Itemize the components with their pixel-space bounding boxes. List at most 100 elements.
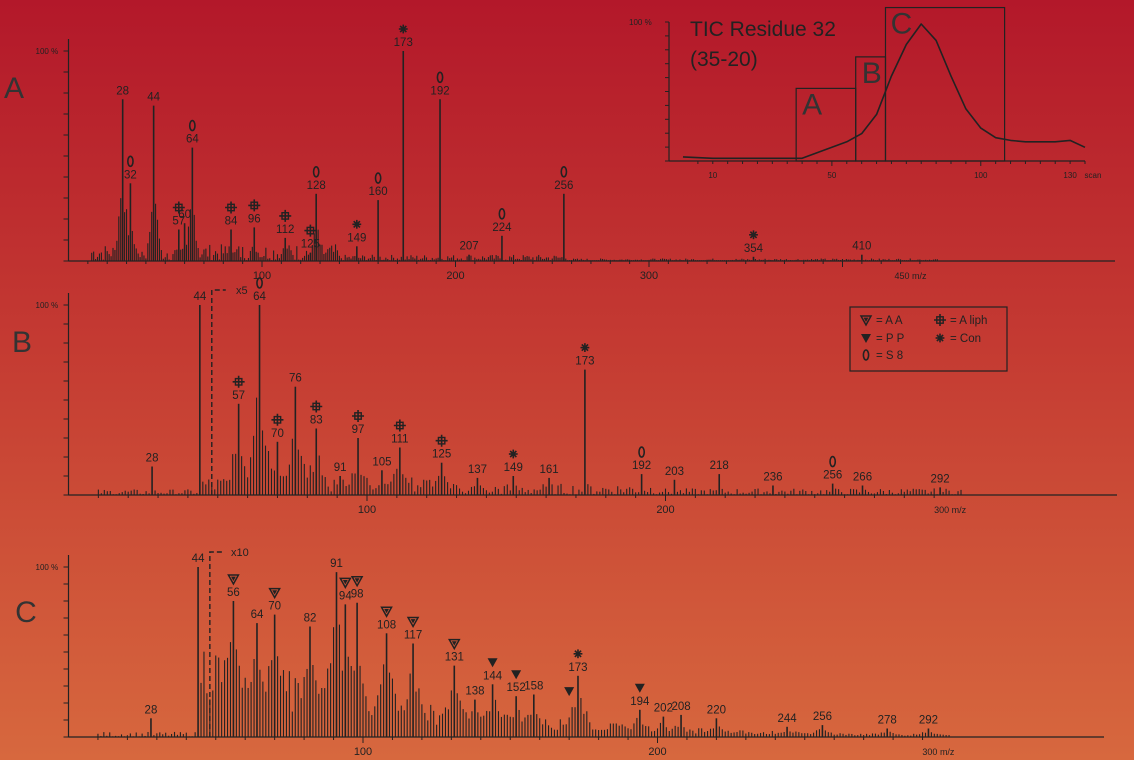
peak-44: 44 xyxy=(193,291,207,495)
peak-256: 256 xyxy=(813,711,832,737)
peak-label: 256 xyxy=(554,180,573,192)
marker-con-icon xyxy=(508,449,518,459)
peak-292: 292 xyxy=(919,715,938,737)
legend-box: = A A = A liph = P P = Con = S 8 xyxy=(849,306,1008,372)
inset-x-tick-label: 10 xyxy=(708,171,717,180)
legend-frame xyxy=(849,306,1008,372)
break-label: x5 xyxy=(236,285,248,297)
peak-173: 173 xyxy=(394,24,413,261)
peak-label: 96 xyxy=(248,213,261,225)
peak-label: 64 xyxy=(186,134,199,146)
magnification-break: x5 xyxy=(211,285,248,495)
peak-64: 64 xyxy=(186,119,199,261)
peak-224: 224 xyxy=(492,208,512,261)
peak-131: 131 xyxy=(445,638,464,737)
marker-aliph-icon xyxy=(435,434,448,447)
peak-208: 208 xyxy=(671,701,691,737)
peak-label: 44 xyxy=(193,291,206,303)
break-label: x10 xyxy=(231,547,249,559)
peak-label: 117 xyxy=(404,630,422,642)
peak-84: 84 xyxy=(225,201,238,261)
peak-label: 224 xyxy=(492,222,512,234)
peak-202: 202 xyxy=(654,703,673,737)
peak-label: 128 xyxy=(307,180,326,192)
x-tick-label: 200 xyxy=(648,746,666,758)
peak-44: 44 xyxy=(192,553,205,737)
peak-label: 28 xyxy=(116,85,129,97)
peak-125: 125 xyxy=(432,434,451,495)
peak-label: 111 xyxy=(391,434,408,446)
peak-label: 173 xyxy=(394,37,413,49)
peak-96: 96 xyxy=(248,199,261,261)
peak-label: 84 xyxy=(225,216,238,228)
marker-aliph-icon xyxy=(352,410,365,422)
legend-label: = A A xyxy=(876,315,903,327)
legend-label: = Con xyxy=(950,333,981,345)
magnification-break: x10 xyxy=(209,547,249,737)
peak-410: 410 xyxy=(852,241,871,261)
peak-label: 91 xyxy=(334,462,347,474)
marker-aliph-icon xyxy=(248,199,261,212)
marker-s8-icon xyxy=(862,349,870,361)
peak-82: 82 xyxy=(304,613,317,737)
inset-x-unit: scan xyxy=(1085,171,1102,180)
peak-236: 236 xyxy=(763,472,783,495)
peak-label: 112 xyxy=(276,224,294,236)
peak-149: 149 xyxy=(347,219,366,261)
peak-label: 144 xyxy=(483,670,503,682)
region-label: A xyxy=(802,88,822,121)
peak-label: 64 xyxy=(253,291,266,303)
peak-label: 82 xyxy=(304,613,317,625)
y-axis-top-label: 100 % xyxy=(36,301,59,310)
peak-94: 94 xyxy=(339,577,352,737)
background-peaks xyxy=(91,198,938,261)
peak-label: 220 xyxy=(707,704,726,716)
marker-aliph-icon xyxy=(934,314,946,326)
peak-label: 57 xyxy=(232,390,245,402)
marker-s8-icon xyxy=(560,166,568,178)
marker-aa-icon xyxy=(448,638,461,651)
x-tick-label: 200 xyxy=(446,270,464,282)
peak-label: 256 xyxy=(813,711,832,723)
peak-138: 138 xyxy=(465,686,485,737)
marker-aliph-icon xyxy=(393,419,406,432)
peak-label: 91 xyxy=(330,558,343,570)
peak-label: 138 xyxy=(465,686,484,698)
peak-label: 137 xyxy=(468,464,487,476)
peak-192: 192 xyxy=(632,446,651,495)
peak-label: 173 xyxy=(568,662,587,674)
peak-label: 149 xyxy=(504,462,523,474)
peak-56: 56 xyxy=(227,574,240,737)
marker-pp-icon xyxy=(511,670,522,680)
marker-s8-icon xyxy=(829,455,837,468)
peak-244: 244 xyxy=(777,713,797,737)
peak-173: 173 xyxy=(568,649,588,737)
peak-158: 158 xyxy=(524,681,543,737)
peak-28: 28 xyxy=(116,85,129,261)
peak-label: 292 xyxy=(919,715,938,727)
peak-label: 64 xyxy=(251,609,264,621)
marker-con-icon xyxy=(573,649,583,659)
x-tick-label: 100 xyxy=(358,504,376,516)
marker-aa-icon xyxy=(268,587,281,600)
break-line xyxy=(209,551,224,737)
peak-64: 64 xyxy=(253,277,267,495)
peak-70: 70 xyxy=(271,413,284,495)
marker-s8-icon xyxy=(312,166,320,178)
inset-x-tick-label: 100 xyxy=(974,171,988,180)
marker-s8-icon xyxy=(256,277,263,289)
peak-label: 236 xyxy=(763,472,782,484)
peak-label: 207 xyxy=(459,241,478,253)
peak-28: 28 xyxy=(145,704,157,737)
peak-125: 125 xyxy=(301,224,320,261)
marker-pp-icon xyxy=(487,658,498,668)
peak-label: 44 xyxy=(192,553,205,565)
peak-label: 278 xyxy=(878,715,897,727)
peak-97: 97 xyxy=(352,410,365,495)
peak-256: 256 xyxy=(823,455,842,495)
marker-aliph-icon xyxy=(310,400,323,413)
region-label: C xyxy=(891,8,913,41)
marker-s8-icon xyxy=(374,172,382,184)
